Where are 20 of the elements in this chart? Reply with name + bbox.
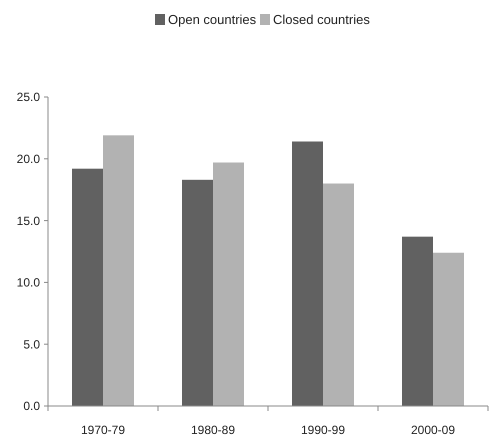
bar — [292, 141, 323, 406]
y-tick-label: 15.0 — [16, 214, 40, 228]
bar — [72, 168, 103, 406]
x-tick-label: 2000-09 — [410, 423, 456, 437]
bar — [433, 252, 464, 406]
x-tick-label: 1970-79 — [80, 423, 126, 437]
y-tick-label: 20.0 — [16, 152, 40, 166]
bar — [103, 135, 134, 406]
bar — [213, 162, 244, 406]
bar — [182, 180, 213, 406]
y-tick-label: 25.0 — [16, 90, 40, 104]
legend-label: Open countries — [168, 12, 257, 28]
x-tick-label: 1980-89 — [190, 423, 236, 437]
y-tick-label: 10.0 — [16, 276, 40, 290]
y-tick-label: 5.0 — [23, 337, 40, 352]
legend-label: Closed countries — [273, 12, 370, 28]
y-tick-label: 0.0 — [23, 399, 40, 414]
x-tick-label: 1990-99 — [300, 423, 346, 437]
bar — [323, 184, 354, 406]
bar — [402, 236, 433, 406]
